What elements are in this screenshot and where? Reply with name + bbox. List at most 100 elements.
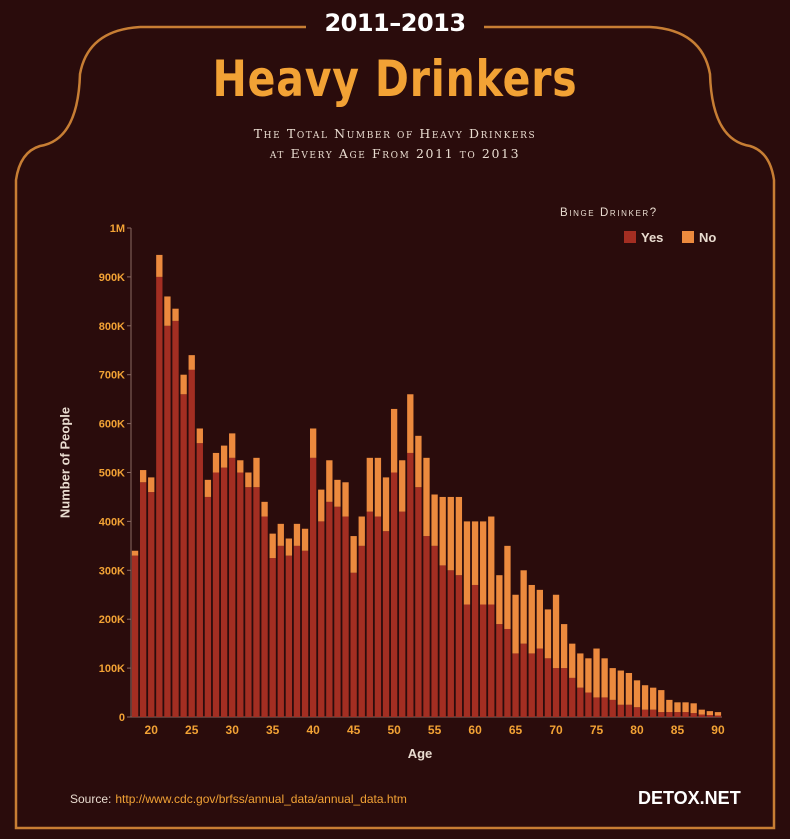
bar-yes-age-69 — [544, 658, 552, 717]
bar-no-age-89 — [706, 711, 714, 716]
subtitle-line-1: The Total Number of Heavy Drinkers — [253, 126, 537, 141]
brand-logo: DETOX.NET — [638, 788, 741, 808]
bar-no-age-67 — [528, 584, 535, 654]
bar-no-age-21 — [156, 254, 163, 277]
year-range: 2011–2013 — [324, 9, 466, 37]
bar-no-age-49 — [382, 477, 390, 532]
bar-yes-age-87 — [690, 713, 697, 717]
bar-no-age-32 — [245, 472, 252, 488]
source-label: Source: — [70, 792, 112, 806]
bar-no-age-80 — [633, 680, 641, 708]
bar-no-age-90 — [714, 712, 722, 716]
bar-no-age-75 — [593, 648, 600, 698]
bar-no-age-68 — [536, 589, 543, 649]
x-axis-label: Age — [407, 746, 433, 761]
bar-yes-age-25 — [188, 369, 195, 717]
bar-no-age-76 — [601, 658, 608, 698]
bar-no-age-25 — [188, 355, 195, 370]
bar-yes-age-90 — [714, 715, 722, 717]
bar-yes-age-70 — [552, 668, 560, 717]
bar-yes-age-47 — [366, 511, 373, 717]
bar-no-age-50 — [390, 408, 398, 473]
bar-no-age-88 — [698, 709, 705, 715]
bar-yes-age-54 — [423, 536, 430, 717]
source-credit: Source: http://www.cdc.gov/brfss/annual_d… — [70, 792, 407, 806]
bar-yes-age-31 — [237, 472, 244, 717]
bar-yes-age-35 — [269, 558, 276, 717]
bar-yes-age-50 — [390, 472, 398, 717]
bar-no-age-77 — [609, 668, 616, 700]
x-tick-label: 20 — [145, 723, 159, 737]
bar-yes-age-62 — [488, 604, 495, 717]
bar-yes-age-28 — [212, 472, 220, 717]
bar-no-age-46 — [358, 516, 365, 546]
bar-no-age-43 — [334, 479, 341, 507]
bar-yes-age-21 — [156, 276, 163, 717]
bar-no-age-58 — [455, 496, 463, 576]
bar-no-age-52 — [407, 394, 414, 453]
y-tick-label: 100K — [99, 663, 125, 675]
bar-yes-age-42 — [326, 501, 333, 717]
bar-yes-age-33 — [253, 487, 260, 717]
bar-yes-age-77 — [609, 699, 616, 717]
bar-yes-age-85 — [674, 712, 681, 717]
bar-yes-age-84 — [666, 712, 673, 717]
x-tick-label: 75 — [590, 723, 604, 737]
bar-no-age-19 — [139, 470, 147, 483]
bar-yes-age-55 — [431, 545, 438, 717]
bar-no-age-82 — [650, 687, 657, 710]
bar-yes-age-88 — [698, 714, 705, 717]
bar-yes-age-48 — [374, 516, 382, 717]
x-tick-label: 70 — [549, 723, 563, 737]
bar-no-age-47 — [366, 457, 373, 512]
bar-no-age-20 — [148, 477, 155, 493]
bar-yes-age-59 — [463, 604, 471, 717]
bar-no-age-38 — [293, 523, 301, 546]
x-tick-label: 35 — [266, 723, 280, 737]
bar-yes-age-24 — [180, 394, 187, 717]
bar-no-age-81 — [641, 685, 649, 710]
bar-yes-age-18 — [131, 555, 139, 717]
bar-no-age-56 — [439, 496, 446, 566]
x-tick-label: 80 — [630, 723, 644, 737]
bar-yes-age-27 — [204, 496, 212, 717]
bar-yes-age-22 — [164, 325, 171, 717]
bar-yes-age-74 — [585, 692, 592, 717]
bar-no-age-39 — [301, 528, 309, 551]
bar-no-age-28 — [212, 452, 220, 473]
x-tick-label: 45 — [347, 723, 361, 737]
x-tick-label: 55 — [428, 723, 442, 737]
bar-yes-age-75 — [593, 697, 600, 717]
bar-yes-age-61 — [480, 604, 487, 717]
y-tick-label: 400K — [99, 516, 125, 528]
subtitle: The Total Number of Heavy Drinkers at Ev… — [220, 124, 570, 164]
y-tick-label: 700K — [99, 370, 125, 382]
bar-yes-age-19 — [139, 482, 147, 717]
legend-no-label: No — [699, 230, 717, 245]
bar-no-age-78 — [617, 670, 624, 705]
bar-no-age-86 — [682, 702, 689, 713]
bar-no-age-48 — [374, 457, 382, 517]
x-tick-label: 30 — [226, 723, 240, 737]
bar-no-age-27 — [204, 479, 212, 497]
bar-yes-age-82 — [650, 709, 657, 717]
bar-yes-age-73 — [577, 687, 584, 717]
y-tick-label: 1M — [110, 223, 125, 235]
bar-yes-age-78 — [617, 704, 624, 717]
bar-no-age-79 — [625, 672, 633, 705]
bar-no-age-60 — [471, 521, 479, 585]
bar-yes-age-60 — [471, 584, 479, 717]
bar-yes-age-58 — [455, 575, 463, 717]
bar-yes-age-72 — [569, 677, 576, 717]
bar-no-age-23 — [172, 308, 179, 321]
source-link[interactable]: http://www.cdc.gov/brfss/annual_data/ann… — [115, 792, 407, 806]
bar-no-age-83 — [658, 690, 665, 713]
bar-no-age-22 — [164, 296, 171, 326]
bar-no-age-62 — [488, 516, 495, 605]
bar-yes-age-37 — [285, 555, 293, 717]
bar-no-age-71 — [560, 624, 568, 669]
bar-yes-age-41 — [318, 521, 325, 717]
bar-yes-age-29 — [220, 467, 228, 717]
bar-yes-age-63 — [496, 624, 503, 717]
